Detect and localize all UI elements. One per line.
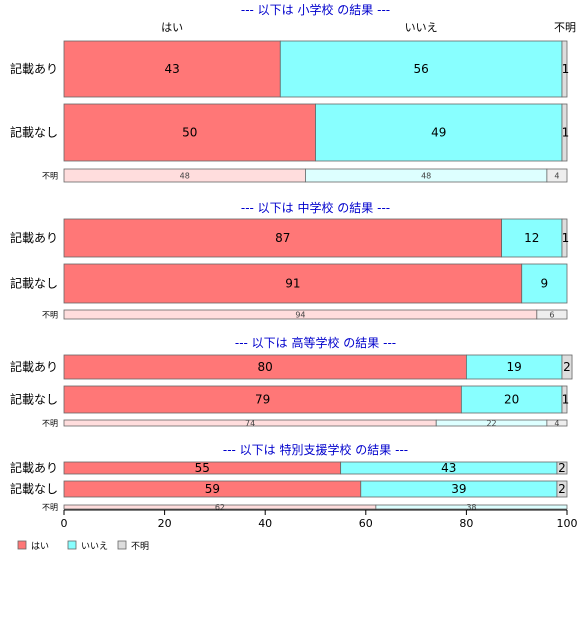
bar-value-label: 91: [285, 277, 300, 291]
legend-swatch: [67, 540, 77, 550]
bar-value-label: 43: [165, 62, 180, 76]
legend-label: 不明: [131, 541, 149, 552]
bar-value-label: 87: [275, 231, 290, 245]
legend-label: はい: [31, 541, 49, 552]
row-label: 記載あり: [10, 460, 58, 475]
legend-label: いいえ: [81, 541, 108, 552]
bar-value-label: 39: [451, 482, 466, 496]
row-label: 記載なし: [10, 392, 58, 407]
bar-value-label: 6: [549, 311, 554, 320]
bar-value-label: 56: [413, 62, 428, 76]
bar-value-label: 1: [562, 231, 570, 245]
x-tick-label: 100: [557, 517, 578, 530]
bar-segment: [561, 385, 568, 414]
bar-segment: [536, 309, 568, 320]
row-label: 不明: [42, 172, 58, 181]
bar-value-label: 49: [431, 126, 446, 140]
bar-value-label: 55: [195, 461, 210, 475]
x-tick-label: 0: [61, 517, 68, 530]
bar-value-label: 62: [215, 503, 225, 512]
bar-value-label: 1: [562, 126, 570, 140]
bar-value-label: 43: [441, 461, 456, 475]
bar-value-label: 94: [295, 311, 305, 320]
bar-value-label: 74: [245, 419, 255, 428]
row-label: 記載あり: [10, 61, 58, 76]
bar-value-label: 1: [562, 62, 570, 76]
bar-value-label: 4: [554, 172, 559, 181]
row-label: 記載なし: [10, 125, 58, 140]
bar-segment: [501, 218, 563, 258]
bar-value-label: 9: [541, 277, 549, 291]
bar-segment: [556, 461, 568, 475]
bar-segment: [279, 40, 563, 98]
bar-segment: [546, 168, 568, 183]
bar-value-label: 12: [524, 231, 539, 245]
bar-segment: [546, 419, 568, 427]
bar-segment: [556, 480, 568, 498]
bar-segment: [63, 263, 523, 304]
bar-value-label: 2: [558, 461, 566, 475]
bar-value-label: 38: [466, 503, 476, 512]
bar-value-label: 50: [182, 126, 197, 140]
panel-title: --- 以下は 特別支援学校 の結果 ---: [223, 442, 408, 457]
legend-swatch: [117, 540, 127, 550]
top-column-label: いいえ: [405, 21, 438, 34]
x-tick-label: 60: [359, 517, 373, 530]
bar-value-label: 59: [205, 482, 220, 496]
top-column-label: はい: [161, 21, 183, 34]
panel-title: --- 以下は 小学校 の結果 ---: [241, 2, 390, 17]
bar-segment: [63, 218, 503, 258]
bar-segment: [561, 40, 568, 98]
bar-segment: [63, 354, 467, 380]
x-tick-label: 40: [258, 517, 272, 530]
bar-value-label: 48: [180, 172, 190, 181]
bar-segment: [63, 385, 462, 414]
bar-value-label: 22: [486, 419, 496, 428]
bar-segment: [561, 218, 568, 258]
bar-value-label: 4: [554, 419, 559, 428]
bar-segment: [465, 354, 563, 380]
bar-segment: [63, 40, 281, 98]
bar-value-label: 20: [504, 393, 519, 407]
legend-swatch: [17, 540, 27, 550]
row-label: 不明: [42, 311, 58, 320]
bar-segment: [375, 504, 568, 510]
bar-segment: [315, 103, 563, 162]
bar-segment: [561, 354, 573, 380]
row-label: 記載あり: [10, 359, 58, 374]
row-label: 不明: [42, 503, 58, 512]
bar-segment: [521, 263, 568, 304]
bar-value-label: 79: [255, 393, 270, 407]
bar-value-label: 80: [258, 360, 273, 374]
row-label: 記載なし: [10, 481, 58, 496]
x-tick-label: 20: [158, 517, 172, 530]
panel-title: --- 以下は 中学校 の結果 ---: [241, 200, 390, 215]
bar-value-label: 48: [421, 172, 431, 181]
bar-segment: [561, 103, 568, 162]
row-label: 記載あり: [10, 230, 58, 245]
row-label: 不明: [42, 419, 58, 428]
top-column-label: 不明: [554, 21, 576, 34]
x-tick-label: 80: [459, 517, 473, 530]
row-label: 記載なし: [10, 276, 58, 291]
bar-value-label: 2: [563, 360, 571, 374]
bar-value-label: 1: [562, 393, 570, 407]
bar-value-label: 2: [558, 482, 566, 496]
bar-value-label: 19: [507, 360, 522, 374]
panel-title: --- 以下は 高等学校 の結果 ---: [235, 335, 396, 350]
